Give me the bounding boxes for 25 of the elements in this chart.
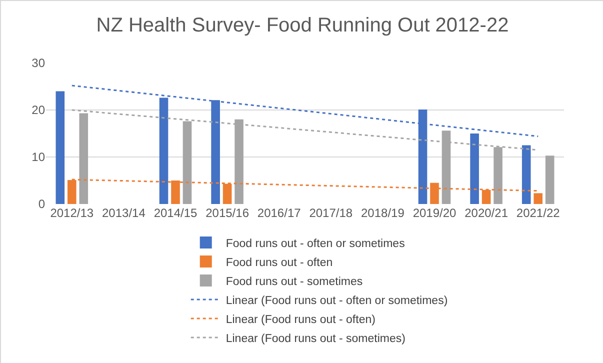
bar — [522, 145, 531, 204]
y-tick-label: 10 — [32, 150, 46, 164]
y-tick-label: 20 — [32, 103, 46, 118]
x-tick-label: 2020/21 — [464, 206, 508, 220]
x-tick-label: 2013/14 — [102, 206, 146, 220]
chart-title: NZ Health Survey- Food Running Out 2012-22 — [96, 14, 509, 36]
y-tick-label: 30 — [32, 56, 46, 70]
x-tick-label: 2012/13 — [50, 206, 94, 220]
x-tick-label: 2017/18 — [309, 206, 353, 220]
legend-label: Food runs out - sometimes — [226, 276, 363, 288]
legend-label: Food runs out - often — [226, 256, 333, 269]
x-tick-label: 2021/22 — [516, 206, 560, 220]
bar — [470, 134, 479, 204]
legend-label: Food runs out - often or sometimes — [226, 238, 406, 250]
bar — [56, 91, 65, 204]
y-tick-label: 0 — [38, 197, 46, 212]
legend-label: Linear (Food runs out - often or sometimes) — [226, 294, 448, 307]
bar — [545, 156, 554, 204]
x-tick-label: 2015/16 — [206, 206, 250, 220]
x-tick-label: 2018/19 — [361, 206, 405, 220]
x-tick-label: 2014/15 — [154, 206, 198, 220]
x-tick-label: 2019/20 — [412, 206, 457, 220]
x-tick-label: 2016/17 — [257, 206, 302, 220]
legend-label: Linear (Food runs out - often) — [226, 314, 376, 326]
legend-label: Linear (Food runs out - sometimes) — [226, 332, 406, 345]
